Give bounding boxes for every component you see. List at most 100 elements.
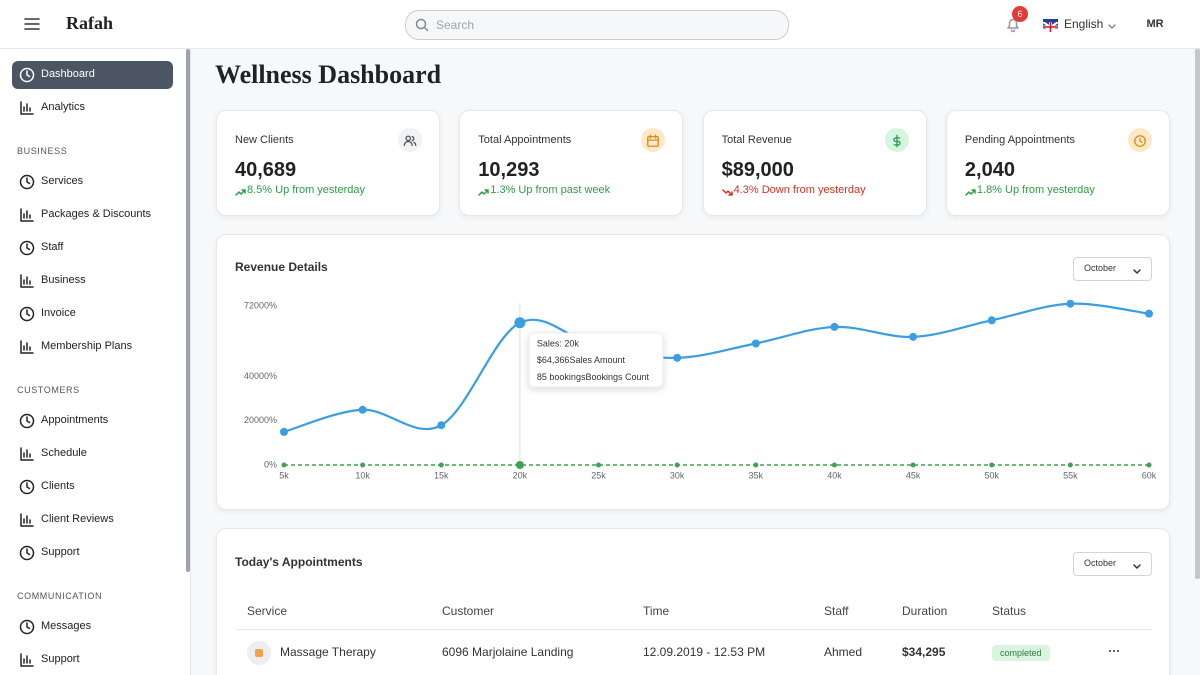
nav-label: Schedule — [41, 447, 87, 459]
tooltip-box — [528, 332, 664, 388]
stat-change: 8.5% Up from yesterday — [247, 184, 365, 196]
data-point — [281, 462, 287, 468]
data-point — [1146, 462, 1152, 468]
tooltip-label: Sales Amount — [569, 355, 625, 365]
stat-value: $89,000 — [721, 159, 794, 181]
column-header: Time — [643, 604, 670, 618]
nav-item[interactable]: Schedule — [12, 440, 173, 468]
nav-item[interactable]: Analytics — [12, 94, 173, 122]
nav-item[interactable]: Support — [12, 646, 173, 674]
column-header: Duration — [902, 604, 948, 618]
nav-item[interactable]: Support — [12, 539, 173, 567]
data-point — [673, 353, 682, 362]
stat-value: 40,689 — [235, 159, 297, 181]
trend-arrow — [235, 185, 246, 203]
trend-arrow — [478, 185, 490, 203]
series-line — [283, 302, 1150, 433]
section-header: BUSINESS — [17, 146, 68, 156]
section-header: COMMUNICATION — [17, 591, 103, 601]
x-tick-label: 40k — [827, 470, 842, 480]
stat-title: Total Revenue — [721, 134, 792, 146]
trend-arrow — [965, 185, 976, 203]
revenue-card: Revenue Details October 0% 20000% 40000% 7200… — [216, 234, 1170, 510]
data-point — [831, 462, 837, 468]
sidebar-scrollbar — [186, 49, 190, 572]
status-badge: completed — [992, 645, 1050, 661]
x-tick-label: 50k — [984, 470, 999, 480]
menu-button[interactable] — [24, 16, 40, 37]
nav-label: Packages & Discounts — [41, 208, 152, 220]
nav-item[interactable]: Packages & Discounts — [12, 201, 173, 229]
nav-icon — [19, 545, 35, 566]
stat-card: Total Appointments 10,293 1.3% Up from pas… — [459, 110, 684, 216]
data-point — [830, 322, 839, 331]
stat-card: Pending Appointments 2,040 1.8% Up from ye… — [945, 110, 1170, 216]
nav-item[interactable]: Invoice — [12, 300, 173, 328]
stat-icon — [884, 128, 909, 154]
data-point — [1066, 299, 1075, 308]
nav-icon — [19, 207, 35, 228]
x-tick-label: 20k — [513, 470, 528, 480]
language-chevron — [1107, 19, 1117, 37]
table-cell: $34,295 — [902, 645, 946, 659]
page-scrollbar — [1195, 49, 1200, 579]
nav-label: Staff — [41, 241, 64, 253]
x-tick-label: 35k — [749, 470, 764, 480]
nav-icon — [19, 479, 35, 500]
column-header: Service — [247, 604, 288, 618]
column-header: Status — [992, 604, 1027, 618]
nav-item[interactable]: Messages — [12, 613, 173, 641]
section-header: CUSTOMERS — [17, 385, 80, 395]
y-tick-label: 0% — [264, 459, 277, 469]
stat-icon-glyph — [646, 133, 660, 154]
nav-item[interactable]: Dashboard — [12, 61, 173, 89]
user-avatar[interactable]: MR — [1146, 18, 1164, 30]
sidebar: Dashboard Analytics BUSINESS Services Packag… — [0, 49, 191, 675]
chart-tooltip: Sales: 20k $64,366Sales Amount 85 bookings… — [528, 332, 664, 388]
data-point — [753, 462, 759, 468]
language-selector[interactable]: English — [1064, 17, 1104, 31]
y-tick-label: 40000% — [244, 371, 277, 381]
stat-value: 2,040 — [964, 159, 1015, 181]
x-tick-label: 15k — [434, 470, 449, 480]
nav-icon — [19, 273, 35, 294]
stat-icon — [1127, 128, 1152, 154]
notification-badge: 6 — [1012, 6, 1028, 22]
nav-item[interactable]: Services — [12, 168, 173, 196]
column-header: Staff — [824, 604, 849, 618]
table-cell: 6096 Marjolaine Landing — [442, 645, 574, 659]
nav-item[interactable]: Client Reviews — [12, 506, 173, 534]
month-dropdown[interactable]: October — [1073, 552, 1152, 576]
brand: Rafah — [66, 13, 114, 33]
data-point — [989, 462, 995, 468]
stat-icon — [641, 128, 666, 154]
nav-item[interactable]: Business — [12, 267, 173, 295]
stat-icon-glyph — [1133, 133, 1147, 154]
nav-label: Business — [41, 274, 86, 286]
stat-card: Total Revenue $89,000 4.3% Down from yeste… — [702, 110, 927, 216]
column-header: Customer — [442, 604, 495, 618]
stat-icon — [398, 128, 422, 152]
nav-item[interactable]: Membership Plans — [12, 333, 173, 361]
stat-icon-glyph — [403, 133, 417, 154]
month-dropdown[interactable]: October — [1073, 257, 1152, 281]
trend-arrow — [721, 185, 733, 203]
nav-icon — [19, 446, 35, 467]
nav-icon — [19, 67, 35, 88]
dropdown-chevron — [1132, 559, 1142, 577]
nav-item[interactable]: Staff — [12, 234, 173, 262]
data-point — [280, 427, 288, 436]
nav-label: Dashboard — [41, 68, 95, 80]
stat-icon-glyph — [890, 133, 904, 154]
nav-item[interactable]: Clients — [12, 473, 173, 501]
nav-label: Client Reviews — [41, 513, 114, 525]
x-tick-label: 5k — [279, 470, 289, 480]
data-point — [674, 462, 680, 468]
nav-item[interactable]: Appointments — [12, 407, 173, 435]
search-box[interactable]: Search — [405, 10, 789, 40]
nav-icon — [19, 339, 35, 360]
row-menu[interactable] — [1107, 643, 1121, 657]
stat-value: 10,293 — [478, 159, 540, 181]
nav-label: Membership Plans — [41, 340, 133, 352]
tooltip-value: 85 bookings — [537, 372, 586, 382]
